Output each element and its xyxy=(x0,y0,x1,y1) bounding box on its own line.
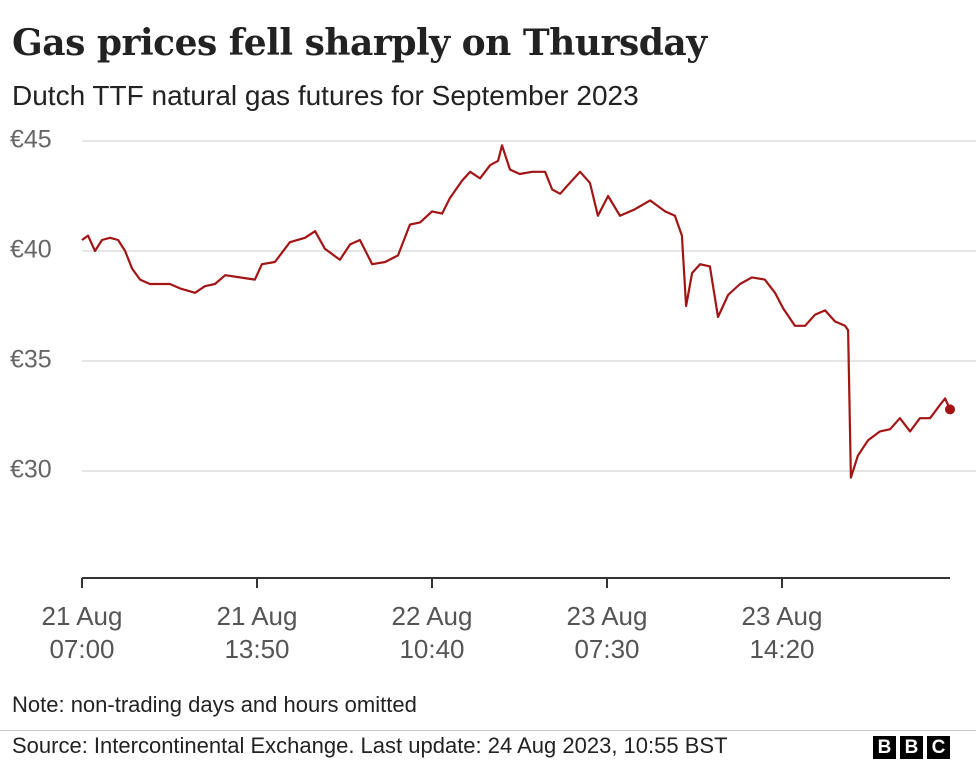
y-tick-label: €40 xyxy=(10,236,52,264)
logo-letter: B xyxy=(900,736,923,759)
x-tick-label: 23 Aug 14:20 xyxy=(741,601,823,664)
note: Note: non-trading days and hours omitted xyxy=(12,692,417,717)
x-tick-label: 23 Aug 07:30 xyxy=(566,601,648,664)
chart-title: Gas prices fell sharply on Thursday xyxy=(12,22,707,64)
x-tick-label: 22 Aug 10:40 xyxy=(391,601,473,664)
end-point xyxy=(945,404,955,415)
logo-letter: C xyxy=(927,736,950,759)
logo: B B C xyxy=(873,736,950,759)
chart-subtitle: Dutch TTF natural gas futures for Septem… xyxy=(12,80,639,111)
y-tick-label: €35 xyxy=(10,346,52,374)
series-line xyxy=(81,144,952,479)
footer-rule xyxy=(0,730,976,731)
source: Source: Intercontinental Exchange. Last … xyxy=(12,733,728,758)
y-tick-label: €30 xyxy=(10,456,52,484)
logo-letter: B xyxy=(873,736,896,759)
y-tick-label: €45 xyxy=(10,126,52,154)
x-tick-label: 21 Aug 13:50 xyxy=(216,601,298,664)
x-tick-label: 21 Aug 07:00 xyxy=(41,601,123,664)
